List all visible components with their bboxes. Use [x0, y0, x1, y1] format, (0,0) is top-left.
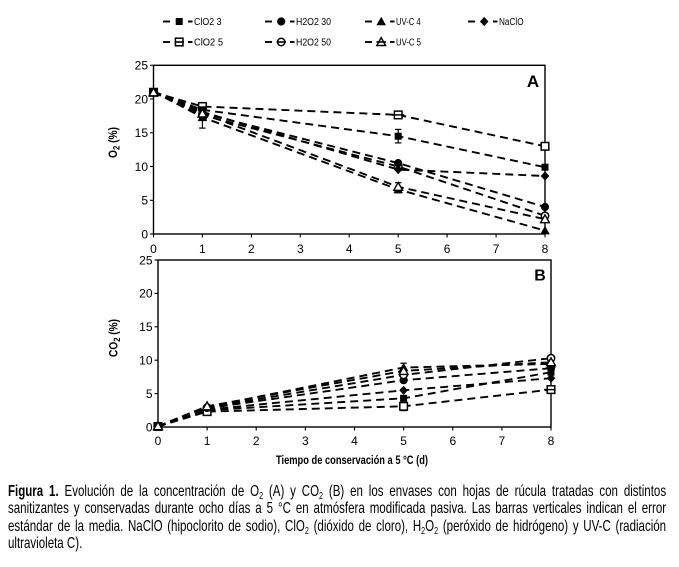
- svg-text:2: 2: [248, 242, 255, 256]
- svg-text:6: 6: [444, 242, 451, 256]
- svg-text:4: 4: [351, 434, 358, 448]
- svg-text:10: 10: [139, 354, 153, 368]
- svg-text:5: 5: [395, 242, 402, 256]
- svg-text:6: 6: [449, 434, 456, 448]
- svg-text:B: B: [534, 268, 546, 285]
- svg-text:ClO2 5: ClO2 5: [194, 38, 223, 49]
- svg-text:15: 15: [135, 126, 149, 140]
- svg-text:UV-C 5: UV-C 5: [396, 38, 421, 49]
- svg-text:A: A: [527, 72, 539, 91]
- svg-text:8: 8: [542, 242, 549, 256]
- svg-text:0: 0: [155, 434, 162, 448]
- svg-text:0: 0: [141, 227, 148, 241]
- svg-text:7: 7: [499, 434, 506, 448]
- svg-text:NaClO: NaClO: [499, 17, 524, 28]
- svg-text:CO2 (%): CO2 (%): [107, 319, 123, 357]
- svg-text:25: 25: [135, 59, 149, 73]
- svg-text:20: 20: [135, 92, 149, 106]
- svg-text:15: 15: [139, 320, 153, 334]
- svg-text:UV-C 4: UV-C 4: [396, 17, 421, 28]
- svg-text:5: 5: [400, 434, 407, 448]
- svg-text:7: 7: [493, 242, 500, 256]
- svg-text:25: 25: [139, 253, 153, 267]
- svg-text:1: 1: [199, 242, 206, 256]
- svg-text:H2O2 30: H2O2 30: [296, 17, 331, 28]
- svg-text:Tiempo de conservación a 5 °C: Tiempo de conservación a 5 °C (d): [276, 453, 428, 467]
- svg-text:10: 10: [135, 160, 149, 174]
- svg-text:3: 3: [297, 242, 304, 256]
- svg-text:3: 3: [302, 434, 309, 448]
- svg-text:5: 5: [146, 387, 153, 401]
- svg-text:8: 8: [548, 434, 555, 448]
- svg-text:1: 1: [204, 434, 211, 448]
- svg-text:ClO2 3: ClO2 3: [194, 17, 222, 28]
- svg-text:4: 4: [346, 242, 353, 256]
- svg-text:O2 (%): O2 (%): [106, 127, 122, 158]
- svg-text:5: 5: [141, 194, 148, 208]
- svg-text:0: 0: [146, 420, 153, 434]
- svg-text:H2O2 50: H2O2 50: [296, 38, 331, 49]
- svg-text:20: 20: [139, 287, 153, 301]
- svg-text:0: 0: [150, 242, 157, 256]
- svg-text:2: 2: [253, 434, 260, 448]
